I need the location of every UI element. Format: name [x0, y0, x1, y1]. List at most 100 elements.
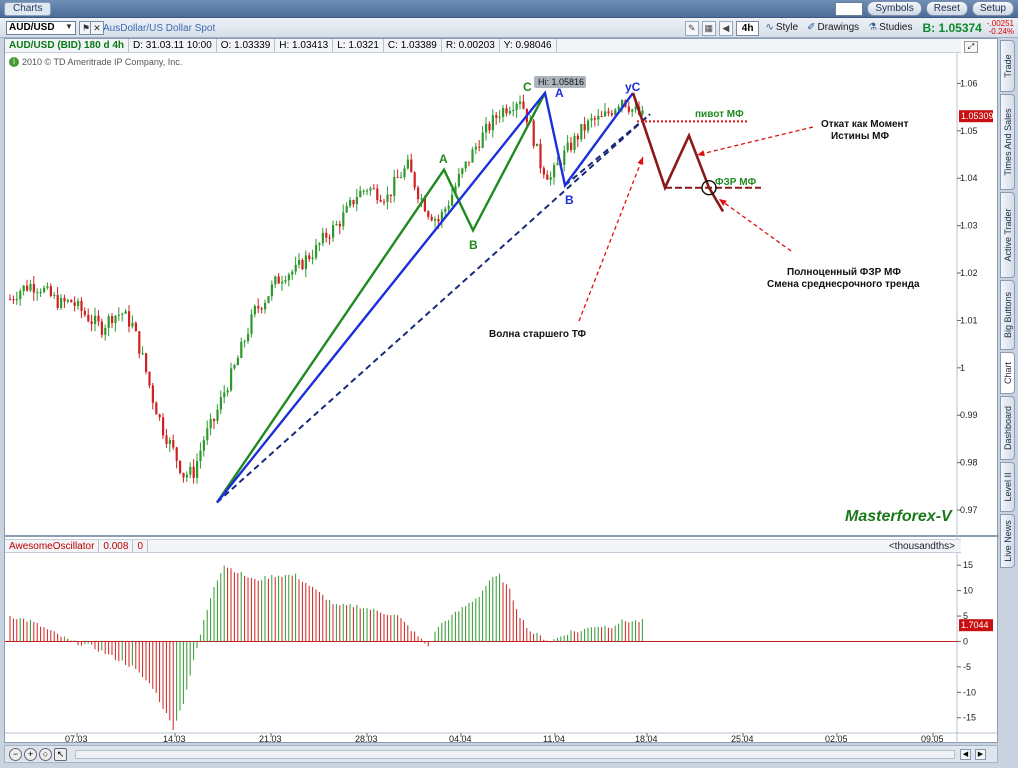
side-tab-times-and-sales[interactable]: Times And Sales: [1000, 94, 1015, 190]
candle-body: [546, 174, 549, 180]
projection-path: [631, 92, 725, 213]
side-tab-label: Dashboard: [1002, 405, 1013, 451]
candle-body: [90, 321, 93, 324]
candle-body: [349, 200, 352, 206]
candle-body: [257, 305, 260, 309]
chart-panel[interactable]: 1.06 1.05 1.04 1.03 1.02 1.01 1 0.99 0.98 0.97 1.0…: [4, 38, 999, 744]
bid-price: B: 1.05374: [922, 21, 982, 35]
blue-wave-label-a: A: [555, 86, 564, 100]
candle-body: [243, 341, 246, 343]
candle-body: [519, 101, 522, 104]
close-icon[interactable]: ✕: [90, 21, 104, 35]
candle-body: [597, 115, 600, 120]
side-tab-trade[interactable]: Trade: [1000, 40, 1015, 92]
copyright-notice: i 2010 © TD Ameritrade IP Company, Inc.: [9, 57, 182, 67]
candle-body: [400, 177, 403, 179]
zoom-out-icon[interactable]: −: [9, 748, 22, 761]
candle-body: [216, 409, 219, 421]
chevron-down-icon[interactable]: ▼: [65, 22, 73, 31]
zoom-fit-icon[interactable]: ○: [39, 748, 52, 761]
candle-body: [420, 198, 423, 200]
candle-body: [423, 198, 426, 212]
reset-button[interactable]: Reset: [925, 1, 968, 16]
candle-body: [376, 188, 379, 201]
style-button[interactable]: ∿ Style: [765, 22, 799, 33]
price-tick-label: 1.05: [960, 126, 978, 136]
candle-body: [185, 474, 188, 478]
symbol-input[interactable]: AUD/USD: [6, 21, 76, 35]
candle-body: [600, 115, 603, 117]
candle-body: [206, 428, 209, 441]
time-scrollbar[interactable]: [75, 750, 955, 759]
candle-body: [631, 109, 634, 112]
osc-tick-label: -10: [963, 687, 976, 697]
chart-canvas[interactable]: 1.06 1.05 1.04 1.03 1.02 1.01 1 0.99 0.98 0.97 1.0…: [5, 39, 999, 744]
watermark-label: Masterforex-V: [845, 508, 953, 525]
expand-icon[interactable]: ⤢: [964, 41, 978, 53]
candle-body: [298, 259, 301, 265]
arrow-full-fzr: [718, 198, 792, 252]
setup-button[interactable]: Setup: [971, 1, 1014, 16]
candle-body: [621, 100, 624, 107]
grid-icon[interactable]: ▦: [701, 20, 716, 36]
date-tick-label: 02.05: [825, 734, 848, 744]
candle-body: [512, 109, 515, 111]
side-tab-chart[interactable]: Chart: [1000, 352, 1015, 394]
side-tab-active-trader[interactable]: Active Trader: [1000, 192, 1015, 278]
scroll-left-icon[interactable]: ◀: [960, 749, 971, 760]
date-tick-label: 07.03: [65, 734, 88, 744]
candle-body: [532, 120, 535, 147]
candle-body: [488, 123, 491, 131]
drawings-icon: ✐: [807, 22, 816, 33]
arrow-rollback: [696, 126, 814, 156]
link-box[interactable]: [835, 1, 864, 16]
candle-body: [383, 201, 386, 203]
osc-last-badge: [959, 619, 993, 632]
candle-body: [437, 219, 440, 222]
candle-body: [267, 296, 270, 303]
last-price-label: 1.05309: [961, 111, 994, 121]
studies-button[interactable]: ⚗ Studies: [868, 22, 913, 33]
candle-body: [369, 188, 372, 191]
rollback-label-2: Истины МФ: [831, 131, 889, 142]
osc-last-label: 1.7044: [961, 620, 989, 630]
candle-body: [451, 194, 454, 206]
green-wave-label-b: B: [469, 238, 478, 252]
chevron-left-icon[interactable]: ◀: [718, 20, 733, 36]
candle-body: [427, 211, 430, 217]
candle-body: [573, 135, 576, 150]
timeframe-selector[interactable]: 4h: [735, 20, 760, 36]
candle-body: [128, 311, 131, 327]
arrow-wave-senior: [578, 156, 644, 322]
candle-body: [491, 115, 494, 131]
info-bar: AUD/USD (BID) 180 d 4h D: 31.03.11 10:00…: [5, 39, 961, 53]
tab-charts[interactable]: Charts: [4, 2, 52, 16]
candle-body: [641, 110, 644, 115]
candle-body: [60, 298, 63, 308]
candle-body: [403, 168, 406, 178]
side-tab-big-buttons[interactable]: Big Buttons: [1000, 280, 1015, 350]
candle-body: [284, 280, 287, 282]
cursor-icon[interactable]: ↖: [54, 748, 67, 761]
oscillator-name[interactable]: AwesomeOscillator: [5, 540, 100, 552]
candle-body: [614, 109, 617, 115]
date-tick-label: 04.04: [449, 734, 472, 744]
side-tab-dashboard[interactable]: Dashboard: [1000, 396, 1015, 460]
info-low: L: 1.0321: [333, 39, 384, 52]
zoom-in-icon[interactable]: +: [24, 748, 37, 761]
candle-body: [318, 243, 321, 245]
symbols-button[interactable]: Symbols: [867, 1, 922, 16]
scroll-right-icon[interactable]: ▶: [975, 749, 986, 760]
osc-tick-label: 10: [963, 586, 973, 596]
candle-body: [332, 225, 335, 238]
pin-icon[interactable]: ✎: [684, 20, 699, 36]
drawings-button[interactable]: ✐ Drawings: [807, 22, 860, 33]
oscillator-value1: 0.008: [99, 540, 134, 552]
side-tab-live-news[interactable]: Live News: [1000, 514, 1015, 568]
side-tabs: Trade Times And Sales Active Trader Big But…: [1000, 40, 1016, 568]
side-tab-level-ii[interactable]: Level II: [1000, 462, 1015, 512]
candle-body: [440, 211, 443, 222]
candle-body: [274, 276, 277, 285]
candle-body: [287, 274, 290, 281]
